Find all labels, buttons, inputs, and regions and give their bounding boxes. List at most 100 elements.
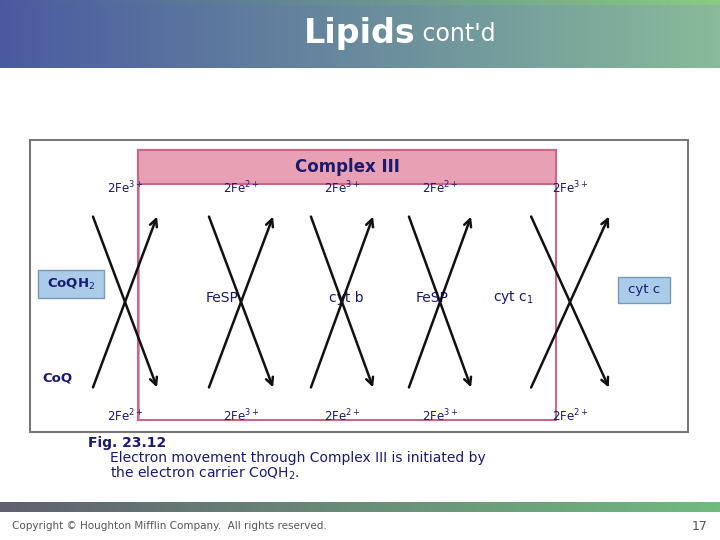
Bar xyxy=(580,0,583,5)
Bar xyxy=(572,0,576,5)
Bar xyxy=(97,502,101,512)
Bar xyxy=(619,0,623,5)
Bar xyxy=(486,502,490,512)
Bar xyxy=(43,0,47,5)
Bar xyxy=(155,0,158,5)
Bar xyxy=(558,502,562,512)
Bar xyxy=(389,0,392,68)
Bar xyxy=(612,0,616,5)
Bar xyxy=(374,502,378,512)
Text: Complex III: Complex III xyxy=(294,158,400,176)
Bar xyxy=(612,0,616,68)
Bar xyxy=(464,0,468,5)
Bar xyxy=(378,0,382,68)
Bar xyxy=(598,502,601,512)
Bar xyxy=(698,502,702,512)
Bar xyxy=(36,0,40,68)
Bar xyxy=(468,502,472,512)
Bar xyxy=(83,0,86,68)
Text: 2Fe$^{2+}$: 2Fe$^{2+}$ xyxy=(324,408,360,424)
Bar xyxy=(101,0,104,5)
Bar xyxy=(346,502,349,512)
Bar xyxy=(475,502,479,512)
Bar xyxy=(50,0,54,68)
Bar xyxy=(436,0,439,68)
Bar xyxy=(184,502,187,512)
Bar xyxy=(497,0,500,68)
Bar xyxy=(648,502,652,512)
Bar xyxy=(36,502,40,512)
Bar xyxy=(144,0,148,68)
Bar xyxy=(302,502,306,512)
Bar xyxy=(173,502,176,512)
Bar xyxy=(302,0,306,5)
Bar xyxy=(138,150,556,420)
Bar xyxy=(18,502,22,512)
Bar xyxy=(367,502,371,512)
Bar xyxy=(407,502,410,512)
Bar xyxy=(54,0,58,5)
Bar xyxy=(349,502,353,512)
Bar xyxy=(554,0,558,5)
Bar xyxy=(220,502,223,512)
Bar xyxy=(605,0,608,5)
Bar xyxy=(259,502,263,512)
Bar xyxy=(461,0,464,68)
Bar xyxy=(626,0,630,5)
Bar xyxy=(191,0,194,68)
Bar xyxy=(522,502,526,512)
Bar xyxy=(140,0,144,5)
Bar xyxy=(313,0,317,5)
Bar xyxy=(209,0,212,68)
Bar xyxy=(482,0,486,5)
Bar xyxy=(677,0,680,5)
Bar xyxy=(623,0,626,5)
Bar xyxy=(428,0,432,68)
Bar xyxy=(209,0,212,5)
Text: Lipids: Lipids xyxy=(304,17,416,51)
Bar xyxy=(61,502,65,512)
Bar xyxy=(119,0,122,68)
Bar xyxy=(230,502,234,512)
Bar xyxy=(306,502,310,512)
Bar xyxy=(587,0,590,5)
Bar xyxy=(508,0,511,68)
Bar xyxy=(410,0,414,5)
Bar xyxy=(644,502,648,512)
Bar xyxy=(241,0,245,68)
Bar xyxy=(317,502,320,512)
Bar xyxy=(511,502,515,512)
Bar xyxy=(565,0,569,5)
Bar xyxy=(464,0,468,68)
Bar xyxy=(30,140,688,432)
Bar xyxy=(540,502,544,512)
Bar xyxy=(43,502,47,512)
Bar xyxy=(353,502,356,512)
Bar xyxy=(187,0,191,5)
Bar xyxy=(263,0,266,68)
Bar xyxy=(115,0,119,68)
Bar xyxy=(54,0,58,68)
Bar xyxy=(47,502,50,512)
Bar xyxy=(626,0,630,68)
Bar xyxy=(490,502,493,512)
Bar xyxy=(580,0,583,68)
Bar xyxy=(310,0,313,5)
Bar xyxy=(680,502,684,512)
Bar xyxy=(79,0,83,5)
Text: CoQH$_2$: CoQH$_2$ xyxy=(47,276,95,292)
Bar xyxy=(713,0,716,68)
Bar xyxy=(677,0,680,68)
Bar xyxy=(245,0,248,68)
Bar xyxy=(634,502,637,512)
Bar xyxy=(58,502,61,512)
Bar xyxy=(630,0,634,5)
Bar xyxy=(450,502,454,512)
Bar xyxy=(238,0,241,5)
Bar xyxy=(569,502,572,512)
Bar xyxy=(83,502,86,512)
Bar xyxy=(385,0,389,5)
Bar xyxy=(598,0,601,68)
Bar xyxy=(382,502,385,512)
Bar xyxy=(576,502,580,512)
